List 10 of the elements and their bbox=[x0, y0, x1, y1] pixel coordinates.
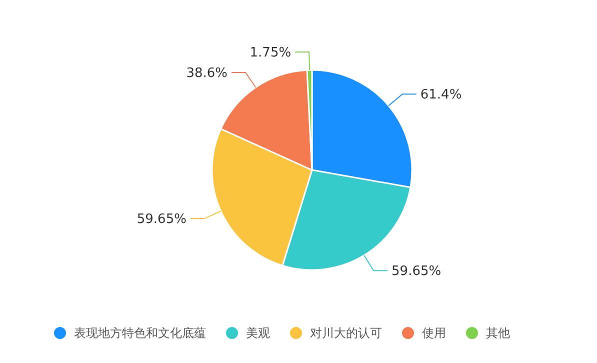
legend-label: 美观 bbox=[246, 326, 270, 340]
data-label: 59.65% bbox=[392, 264, 442, 280]
legend-label: 其他 bbox=[486, 326, 510, 340]
data-label: 59.65% bbox=[136, 212, 186, 228]
data-label: 61.4% bbox=[420, 88, 462, 103]
legend-label: 对川大的认可 bbox=[310, 326, 382, 340]
legend-label: 表现地方特色和文化底蕴 bbox=[74, 326, 206, 340]
data-label: 38.6% bbox=[186, 66, 228, 82]
data-label: 1.75% bbox=[250, 46, 292, 61]
legend-label: 使用 bbox=[422, 326, 446, 340]
